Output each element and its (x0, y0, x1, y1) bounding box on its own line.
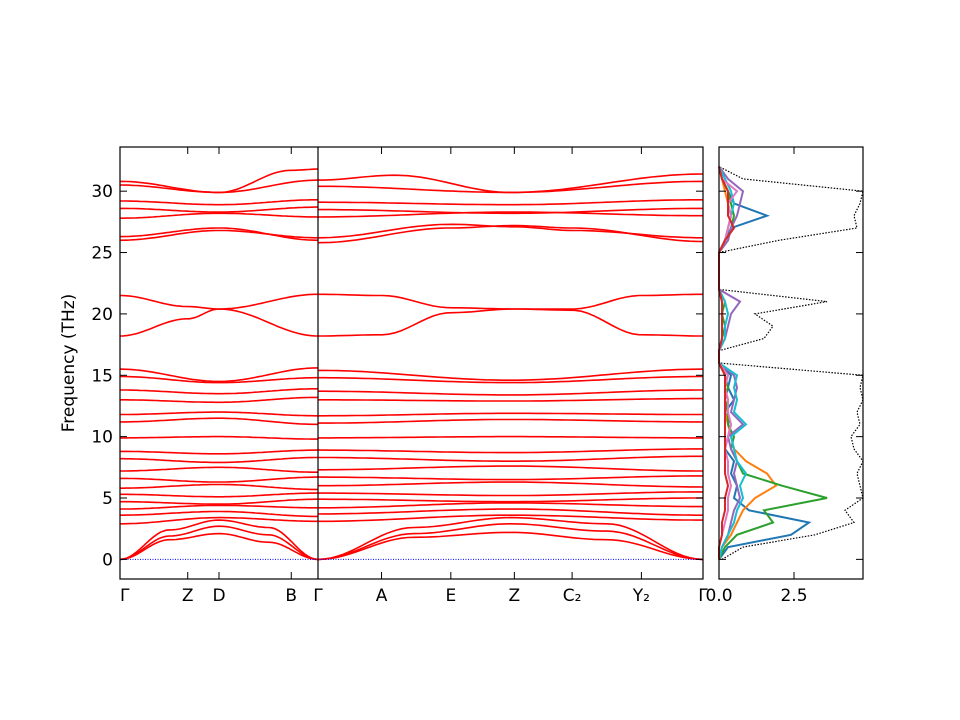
band-line (120, 498, 318, 505)
x-tick-label: C₂ (563, 586, 582, 606)
high-symmetry-lines (187, 147, 642, 579)
band-line (119, 519, 319, 561)
band-line (120, 483, 318, 491)
y-tick-label: 10 (91, 428, 113, 448)
band-line (119, 525, 319, 561)
band-line (317, 508, 703, 517)
band-line (120, 510, 318, 518)
band-line (318, 199, 703, 206)
band-line (318, 435, 703, 439)
band-line (119, 308, 319, 337)
band-line (318, 173, 704, 194)
band-line (318, 368, 704, 382)
band-line (318, 397, 703, 402)
x-tick-label: Γ (120, 586, 130, 606)
band-line (120, 212, 319, 219)
dos-x-tick-label: 2.5 (780, 586, 807, 606)
band-line (318, 389, 703, 396)
band-lines (119, 168, 704, 561)
x-tick-label: Y₂ (632, 586, 650, 606)
band-line (120, 417, 319, 426)
x-tick-label: E (445, 586, 456, 606)
band-line (119, 229, 318, 242)
y-tick-label: 5 (102, 489, 113, 509)
band-line (318, 455, 703, 463)
dos-x-tick-label: 0.0 (705, 586, 732, 606)
x-tick-label: Γ (313, 586, 323, 606)
y-axis-label: Frequency (THz) (59, 294, 79, 433)
band-line (318, 475, 703, 481)
x-axis-ticks: Γ Z D B Γ A E Z C₂ Y₂ Γ (120, 586, 708, 606)
x-tick-label: Z (182, 586, 194, 606)
band-line (120, 168, 318, 194)
band-line (318, 180, 703, 194)
band-line (120, 375, 318, 384)
band-line (318, 207, 703, 215)
band-line (120, 411, 318, 417)
band-line (120, 206, 318, 213)
band-line (120, 435, 318, 440)
y-tick-label: 0 (102, 550, 113, 570)
x-tick-label: B (285, 586, 297, 606)
y-tick-label: 30 (91, 182, 113, 202)
band-line (318, 465, 703, 472)
y-axis-ticks: 0 5 10 15 20 25 30 (91, 182, 703, 570)
band-line (318, 497, 703, 503)
band-line (318, 375, 703, 384)
dos-x-ticks: 0.0 2.5 (705, 147, 808, 606)
band-line (318, 308, 703, 337)
dos-plot-frame (718, 146, 864, 580)
y-tick-label: 25 (91, 244, 113, 264)
y-tick-label: 15 (91, 366, 113, 386)
band-plot-frame (119, 146, 704, 580)
band-line (120, 504, 318, 510)
dos-panel: 0.0 2.5 (705, 146, 864, 606)
x-tick-label: A (376, 586, 388, 606)
band-line (120, 516, 318, 525)
partial-dos-lines (718, 166, 828, 560)
band-line (120, 466, 318, 474)
band-line (317, 223, 703, 239)
band-line (318, 481, 704, 488)
band-line (120, 456, 318, 464)
band-line (120, 396, 318, 404)
band-line (119, 179, 319, 194)
x-tick-label: Γ (698, 586, 708, 606)
x-tick-label: Z (509, 586, 521, 606)
band-line (317, 522, 704, 561)
band-line (120, 449, 318, 455)
band-line (318, 502, 703, 509)
x-tick-label: D (212, 586, 225, 606)
band-line (318, 514, 703, 523)
band-line (317, 211, 703, 218)
band-line (119, 367, 318, 383)
band-line (119, 293, 318, 310)
band-line (318, 412, 703, 417)
band-line (120, 387, 318, 395)
band-line (120, 227, 319, 242)
band-line (317, 516, 704, 561)
dos-y-ticks (719, 190, 863, 560)
band-line (120, 199, 318, 206)
band-line (120, 492, 318, 498)
band-line (119, 532, 319, 561)
band-line (318, 491, 703, 497)
y-tick-label: 20 (91, 305, 113, 325)
band-line (318, 448, 703, 454)
band-line (318, 293, 703, 310)
band-line (317, 531, 704, 561)
band-line (120, 476, 318, 483)
band-line (318, 418, 703, 424)
